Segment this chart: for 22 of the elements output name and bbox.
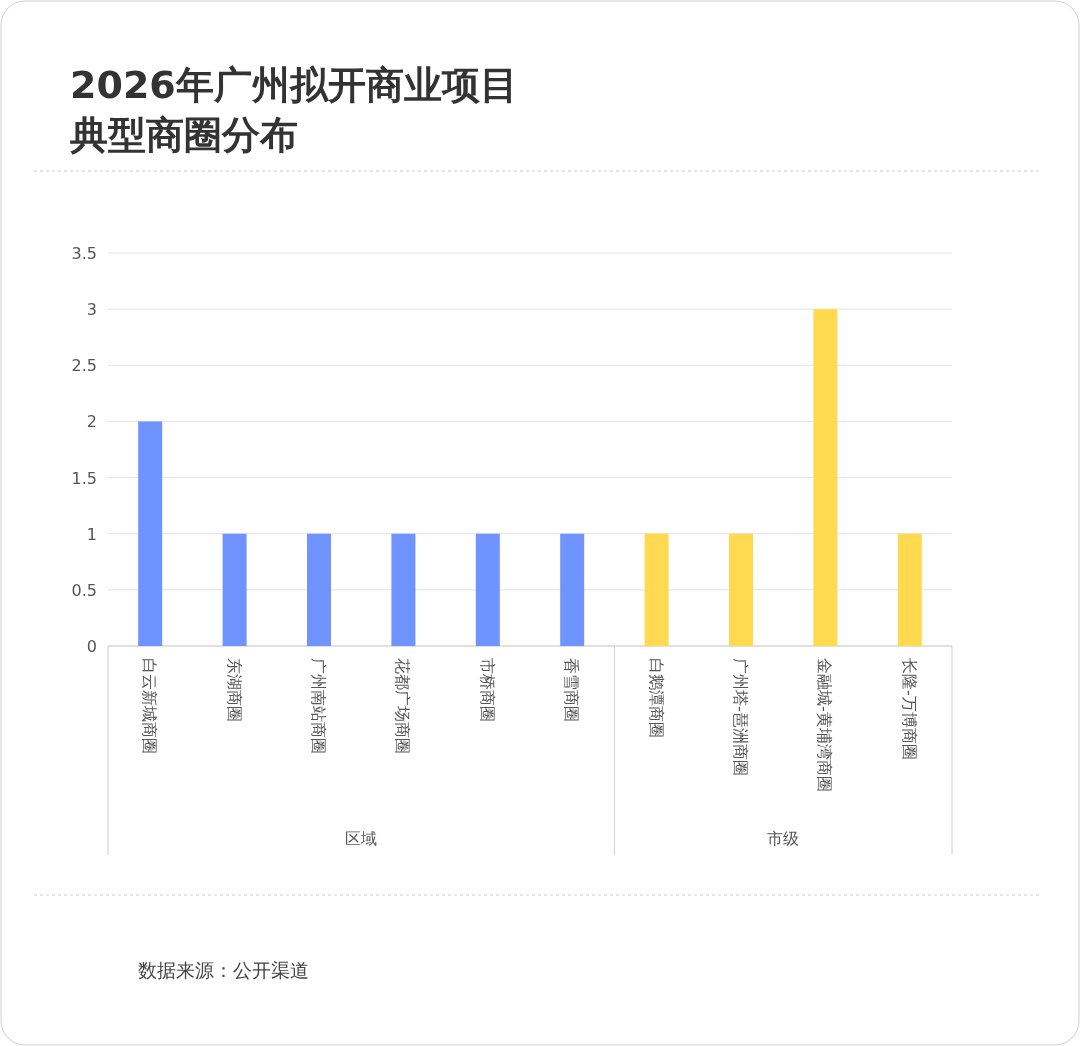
x-tick-label: 花都广场商圈 [393,658,413,754]
y-tick-label: 2 [86,412,97,432]
y-tick-label: 1.5 [71,468,97,488]
y-tick-label: 3.5 [71,244,97,263]
x-tick-label: 广州塔-琶洲商圈 [731,658,750,776]
y-tick-label: 1 [86,524,97,544]
y-tick-label: 0.5 [71,580,97,600]
x-tick-label: 市桥商圈 [477,658,497,722]
y-tick-label: 0 [86,637,97,656]
x-tick-label: 白云新城商圈 [140,658,160,754]
source-note: 数据来源：公开渠道 [138,959,309,981]
y-tick-label: 2.5 [71,356,97,376]
text: 区域 [345,829,378,848]
x-tick-label: 东湖商圈 [224,658,244,722]
x-tick-label: 广州南站商圈 [309,658,328,754]
x-tick-label: 香雪商圈 [562,658,582,722]
text: 市级 [767,829,800,848]
x-tick-label: 长隆-万博商圈 [899,658,919,760]
y-tick-label: 3 [86,300,97,320]
title: 2026年广州拟开商业项目典型商圈分布 [70,62,519,159]
x-tick-label: 白鹅潭商圈 [646,658,666,738]
x-tick-label: 金融城-黄埔湾商圈 [815,658,835,792]
